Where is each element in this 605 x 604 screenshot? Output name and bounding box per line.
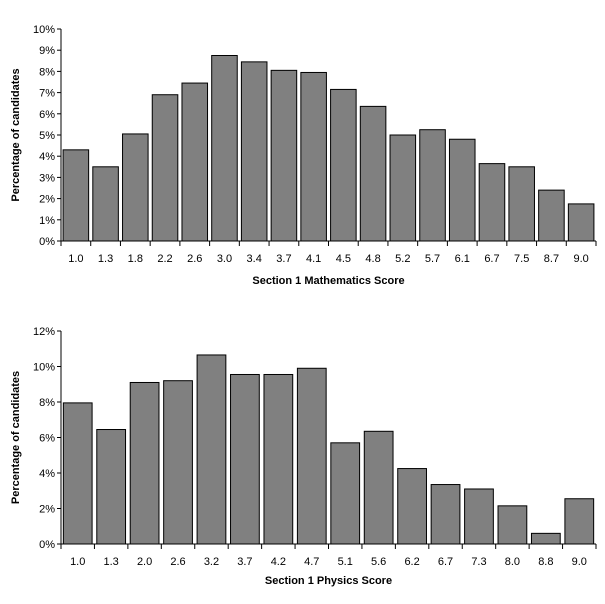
- math-x-tick-label-2: 1.8: [128, 253, 143, 265]
- math-x-tick-label-9: 4.5: [336, 253, 351, 265]
- physics-chart: 0% 2% 4% 6% 8% 10% 12% 1.0 1.3 2.0 2.6 3.2 3.7 4.2 4.7…: [10, 326, 597, 587]
- physics-x-tick-label-12: 7.3: [471, 556, 486, 568]
- math-x-tick-label-8: 4.1: [306, 253, 321, 265]
- physics-bar-11: [430, 484, 461, 545]
- physics-x-tick-label-10: 6.2: [404, 556, 419, 568]
- math-bar-6: [240, 61, 268, 242]
- math-y-tick-label-3: 3%: [39, 172, 55, 184]
- physics-bar-9: [363, 430, 394, 545]
- physics-bar-10: [397, 468, 427, 545]
- math-x-tick-label-13: 6.1: [455, 253, 470, 265]
- physics-bar-0: [62, 402, 93, 545]
- math-bar-10: [359, 105, 387, 242]
- math-x-tick-label-4: 2.6: [187, 253, 202, 265]
- math-y-axis-title: Percentage of candidates: [10, 68, 22, 201]
- physics-bar-4: [196, 354, 227, 545]
- math-y-tick-label-1: 1%: [39, 215, 55, 227]
- math-x-tick-label-6: 3.4: [247, 253, 262, 265]
- physics-y-axis-title: Percentage of candidates: [10, 371, 22, 504]
- math-x-tick-label-15: 7.5: [514, 253, 529, 265]
- math-y-tick-label-9: 9%: [39, 45, 55, 57]
- physics-y-tick-label-3: 6%: [39, 433, 55, 445]
- physics-x-tick-label-7: 4.7: [304, 556, 319, 568]
- math-bar-9: [330, 88, 357, 242]
- physics-x-tick-label-15: 9.0: [572, 556, 587, 568]
- math-bar-0: [62, 149, 90, 242]
- physics-bar-12: [464, 488, 494, 545]
- physics-y-tick-label-6: 12%: [33, 326, 55, 338]
- math-y-tick-label-6: 6%: [39, 109, 55, 121]
- physics-bar-15: [564, 498, 595, 545]
- math-y-tick-label-4: 4%: [39, 151, 55, 163]
- math-y-tick-label-8: 8%: [39, 66, 55, 78]
- physics-x-tick-label-5: 3.7: [237, 556, 252, 568]
- math-bar-11: [389, 134, 417, 242]
- math-x-tick-label-10: 4.8: [365, 253, 380, 265]
- physics-bar-1: [96, 429, 127, 545]
- math-y-tick-label-0: 0%: [39, 236, 55, 248]
- math-chart: 0% 1% 2% 3% 4% 5% 6% 7% 8% 9% 10% 1.0 1.3 1.8 2.2 2.6 3.…: [10, 24, 597, 287]
- physics-x-tick-label-1: 1.3: [104, 556, 119, 568]
- math-x-tick-label-14: 6.7: [484, 253, 499, 265]
- physics-x-tick-label-11: 6.7: [438, 556, 453, 568]
- math-y-tick-label-5: 5%: [39, 130, 55, 142]
- math-y-tick-label-2: 2%: [39, 194, 55, 206]
- math-y-tick-label-10: 10%: [33, 24, 55, 36]
- math-bar-14: [478, 163, 506, 242]
- math-x-tick-label-5: 3.0: [217, 253, 232, 265]
- math-bar-12: [419, 129, 446, 242]
- math-x-tick-label-0: 1.0: [68, 253, 83, 265]
- physics-bar-2: [129, 381, 160, 545]
- physics-y-tick-label-1: 2%: [39, 504, 55, 516]
- physics-y-tick-label-2: 4%: [39, 468, 55, 480]
- physics-y-tick-label-4: 8%: [39, 397, 55, 409]
- math-bar-5: [211, 55, 238, 242]
- math-bar-17: [567, 203, 595, 242]
- physics-x-tick-label-6: 4.2: [271, 556, 286, 568]
- math-x-tick-label-11: 5.2: [395, 253, 410, 265]
- physics-bar-5: [230, 373, 260, 545]
- math-bar-7: [270, 69, 298, 242]
- physics-x-tick-label-14: 8.8: [538, 556, 553, 568]
- physics-x-tick-label-13: 8.0: [505, 556, 520, 568]
- math-bar-4: [181, 82, 209, 242]
- physics-x-axis-title: Section 1 Physics Score: [265, 575, 392, 587]
- math-x-tick-label-17: 9.0: [573, 253, 588, 265]
- math-x-tick-label-12: 5.7: [425, 253, 440, 265]
- physics-x-tick-label-9: 5.6: [371, 556, 386, 568]
- physics-bar-14: [530, 532, 561, 545]
- math-x-tick-label-1: 1.3: [98, 253, 113, 265]
- math-bar-1: [92, 166, 119, 242]
- math-x-axis-title: Section 1 Mathematics Score: [252, 275, 404, 287]
- physics-x-tick-label-3: 2.6: [170, 556, 185, 568]
- math-bar-15: [508, 166, 535, 242]
- physics-y-tick-label-0: 0%: [39, 539, 55, 551]
- physics-bar-3: [163, 380, 193, 545]
- math-y-tick-label-7: 7%: [39, 88, 55, 100]
- physics-bar-8: [330, 442, 361, 545]
- physics-x-tick-label-8: 5.1: [338, 556, 353, 568]
- math-bar-8: [300, 71, 327, 242]
- math-x-tick-label-7: 3.7: [276, 253, 291, 265]
- physics-x-tick-label-4: 3.2: [204, 556, 219, 568]
- physics-bar-6: [263, 373, 294, 545]
- physics-bar-13: [497, 505, 528, 545]
- physics-x-tick-label-2: 2.0: [137, 556, 152, 568]
- physics-y-tick-label-5: 10%: [33, 362, 55, 374]
- math-bar-13: [448, 138, 476, 242]
- physics-x-tick-label-0: 1.0: [70, 556, 85, 568]
- math-bar-3: [151, 94, 179, 242]
- math-bar-16: [538, 189, 565, 242]
- physics-bar-7: [296, 367, 327, 545]
- math-x-tick-label-16: 8.7: [544, 253, 559, 265]
- math-bar-2: [122, 133, 149, 242]
- math-x-tick-label-3: 2.2: [157, 253, 172, 265]
